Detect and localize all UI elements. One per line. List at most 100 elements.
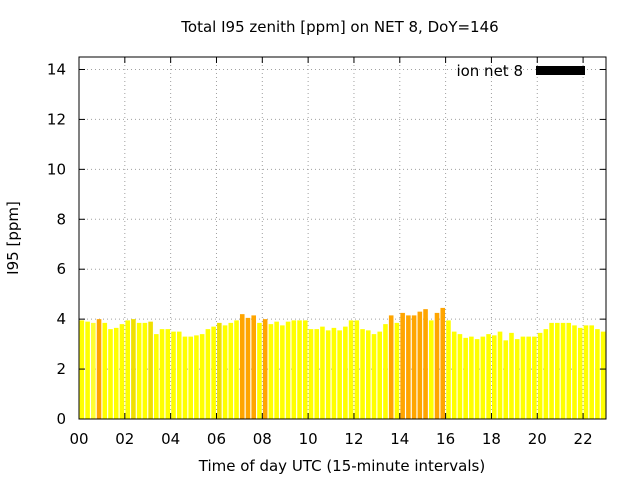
bar xyxy=(480,336,486,419)
x-tick-label: 10 xyxy=(299,430,318,448)
bar xyxy=(142,322,148,419)
bar xyxy=(280,325,285,419)
bar xyxy=(148,321,153,419)
x-tick-label: 00 xyxy=(69,430,88,448)
bar xyxy=(91,322,96,419)
bar xyxy=(182,336,188,419)
bar xyxy=(514,339,520,419)
bar xyxy=(423,309,428,419)
bar xyxy=(171,331,176,419)
bar xyxy=(463,337,468,419)
bar xyxy=(572,325,577,419)
y-tick-label: 8 xyxy=(56,210,66,228)
bar xyxy=(354,320,360,419)
legend-label: ion net 8 xyxy=(456,62,523,80)
bar xyxy=(320,326,325,419)
bar xyxy=(205,329,211,419)
bar xyxy=(383,324,388,419)
bar xyxy=(469,336,474,419)
x-tick-label: 14 xyxy=(390,430,409,448)
y-tick-label: 14 xyxy=(47,60,66,78)
bar xyxy=(388,315,394,419)
bar xyxy=(297,320,302,419)
bar xyxy=(239,314,245,419)
bar xyxy=(222,325,228,419)
bar xyxy=(325,330,331,419)
bar xyxy=(268,324,274,419)
bar xyxy=(176,331,182,419)
x-tick-label: 02 xyxy=(115,430,134,448)
legend: ion net 8 xyxy=(456,62,585,80)
bar xyxy=(486,334,491,419)
bar xyxy=(217,322,222,419)
bar xyxy=(566,322,572,419)
bar xyxy=(188,336,193,419)
y-tick-label: 4 xyxy=(56,310,66,328)
bar xyxy=(302,320,308,419)
bar xyxy=(234,320,239,419)
bar xyxy=(532,336,537,419)
y-tick-label: 2 xyxy=(56,360,66,378)
bar-series xyxy=(79,307,606,419)
bar xyxy=(526,336,531,419)
bar xyxy=(520,336,526,419)
bar xyxy=(154,334,159,419)
bar xyxy=(446,320,451,419)
x-tick-label: 04 xyxy=(161,430,180,448)
y-axis-ticks: 0 2 4 6 8 10 12 14 xyxy=(47,60,606,428)
chart-title: Total I95 zenith [ppm] on NET 8, DoY=146 xyxy=(180,18,498,36)
x-tick-label: 12 xyxy=(344,430,363,448)
y-tick-label: 12 xyxy=(47,110,66,128)
y-tick-label: 10 xyxy=(47,160,66,178)
bar xyxy=(314,329,320,419)
bar xyxy=(555,322,560,419)
bar xyxy=(228,322,234,419)
bar xyxy=(549,322,554,419)
bar xyxy=(262,319,268,419)
bar xyxy=(411,315,417,419)
bar xyxy=(509,332,514,419)
bar xyxy=(245,317,251,419)
bar xyxy=(492,335,497,419)
bar xyxy=(108,329,113,419)
bar xyxy=(308,329,314,419)
bar xyxy=(199,334,205,419)
y-axis-label: I95 [ppm] xyxy=(4,201,22,275)
legend-swatch xyxy=(536,66,585,75)
bar xyxy=(360,329,365,419)
x-tick-label: 06 xyxy=(207,430,226,448)
bar xyxy=(394,322,400,419)
x-tick-label: 22 xyxy=(574,430,593,448)
bar xyxy=(589,325,594,419)
x-tick-label: 18 xyxy=(482,430,501,448)
bar xyxy=(194,335,199,419)
bar xyxy=(136,322,142,419)
bar xyxy=(96,319,102,419)
y-tick-label: 6 xyxy=(56,260,66,278)
bar xyxy=(274,321,279,419)
bar xyxy=(497,331,503,419)
bar xyxy=(537,332,543,419)
bar xyxy=(406,315,411,419)
bar xyxy=(159,329,165,419)
bar xyxy=(102,322,108,419)
bar xyxy=(400,312,405,419)
bar xyxy=(119,324,125,419)
bar xyxy=(257,322,262,419)
x-tick-label: 20 xyxy=(528,430,547,448)
bar xyxy=(85,321,90,419)
bar xyxy=(474,339,480,419)
bar xyxy=(343,326,348,419)
bar xyxy=(331,327,337,419)
bar xyxy=(377,331,383,419)
bar xyxy=(125,320,130,419)
x-axis-label: Time of day UTC (15-minute intervals) xyxy=(198,457,485,475)
bar xyxy=(417,311,423,419)
bar xyxy=(600,331,606,419)
bar xyxy=(251,315,257,419)
bar xyxy=(348,320,354,419)
plot-frame xyxy=(78,56,607,420)
bar xyxy=(337,330,342,419)
